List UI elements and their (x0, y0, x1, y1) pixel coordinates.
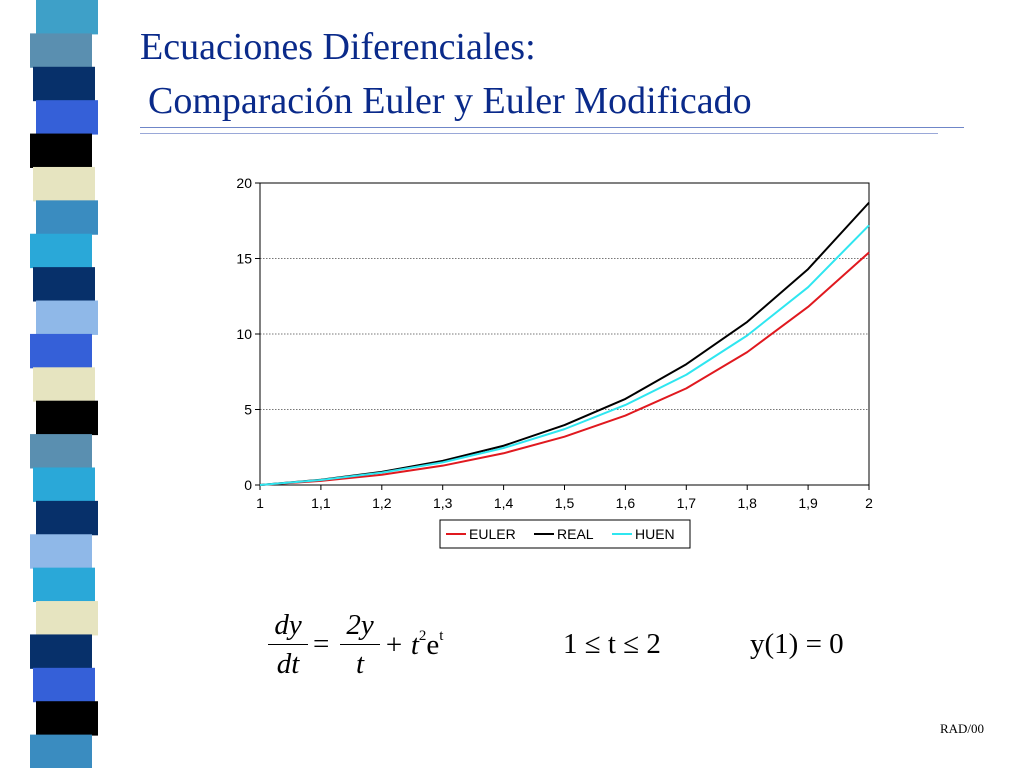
y-tick-label: 5 (244, 402, 252, 418)
stripe-block (33, 66, 95, 102)
fraction-denominator: dt (276, 648, 300, 680)
grid (260, 258, 869, 410)
stripe-block (30, 333, 92, 369)
dy-dt-fraction: dy dt (268, 608, 308, 681)
differential-equation: dy dt = 2y t + t2et 1 ≤ t ≤ 2 y(1) = 0 (260, 608, 880, 698)
x-tick-label: 1,8 (737, 495, 757, 511)
stripe-block (36, 200, 98, 235)
x-tick-label: 2 (865, 495, 873, 511)
legend-label: REAL (557, 526, 594, 542)
legend-label: EULER (469, 526, 516, 542)
euler-e: e (426, 629, 440, 661)
y-tick-label: 20 (236, 175, 252, 191)
series-line-euler (259, 251, 870, 486)
exponent-2: 2 (418, 628, 427, 644)
stripe-block (36, 500, 98, 536)
x-tick-label: 1,2 (372, 495, 392, 511)
slide-title-line2: Comparación Euler y Euler Modificado (148, 80, 752, 122)
2y-t-fraction: 2y t (340, 608, 380, 681)
line-chart: 0 5 10 15 20 1 1,1 1,2 1,3 1,4 1,5 1,6 1,7 1,8 1,9 2 E… (236, 175, 873, 549)
stripe-block (36, 601, 98, 636)
stripe-block (33, 166, 95, 202)
initial-condition: y(1) = 0 (750, 628, 844, 660)
stripe-block (33, 367, 95, 402)
stripe-block (36, 100, 98, 135)
legend-label: HUEN (635, 526, 675, 542)
stripe-block (33, 467, 95, 502)
y-tick-label: 10 (236, 326, 252, 342)
title-underline (140, 127, 964, 128)
stripe-block (30, 133, 92, 168)
slide-title-line1: Ecuaciones Diferenciales: (140, 26, 536, 68)
legend: EULER REAL HUEN (439, 519, 691, 549)
legend-box (439, 519, 691, 549)
stripe-block (30, 233, 92, 269)
domain-range: 1 ≤ t ≤ 2 (563, 628, 661, 660)
stripe-block (36, 400, 98, 436)
series (259, 201, 870, 486)
stripe-block (30, 434, 92, 469)
stripe-block (30, 33, 92, 68)
exponent-t: t (439, 628, 444, 644)
y-tick-label: 0 (244, 477, 252, 493)
stripe-block (30, 534, 92, 569)
x-axis-ticks: 1 1,1 1,2 1,3 1,4 1,5 1,6 1,7 1,8 1,9 2 (256, 485, 873, 511)
stripe-block (36, 701, 98, 736)
x-tick-label: 1,6 (616, 495, 636, 511)
y-tick-label: 15 (236, 251, 252, 267)
plus-t: + t (384, 629, 419, 661)
x-tick-label: 1,3 (433, 495, 453, 511)
stripe-block (36, 300, 98, 335)
decorative-stripe (30, 0, 98, 768)
x-tick-label: 1,7 (677, 495, 697, 511)
equals-sign: = (313, 628, 330, 660)
series-line-real (259, 201, 870, 486)
x-tick-label: 1,9 (798, 495, 818, 511)
x-tick-label: 1 (256, 495, 264, 511)
stripe-block (33, 567, 95, 603)
stripe-block (33, 667, 95, 703)
footer-tag: RAD/00 (939, 721, 984, 736)
fraction-denominator: t (355, 648, 365, 680)
stripe-block (30, 634, 92, 669)
plus-term: + t2et (384, 628, 443, 662)
fraction-numerator: dy (274, 609, 302, 641)
x-tick-label: 1,5 (555, 495, 575, 511)
stripe-block (33, 267, 95, 302)
y-axis-ticks: 0 5 10 15 20 (236, 175, 260, 493)
x-tick-label: 1,4 (494, 495, 514, 511)
title-underline-thin (140, 133, 938, 134)
series-line-huen (259, 224, 870, 486)
fraction-numerator: 2y (346, 609, 374, 641)
x-tick-label: 1,1 (311, 495, 331, 511)
stripe-block (30, 734, 92, 768)
stripe-block (36, 0, 98, 35)
